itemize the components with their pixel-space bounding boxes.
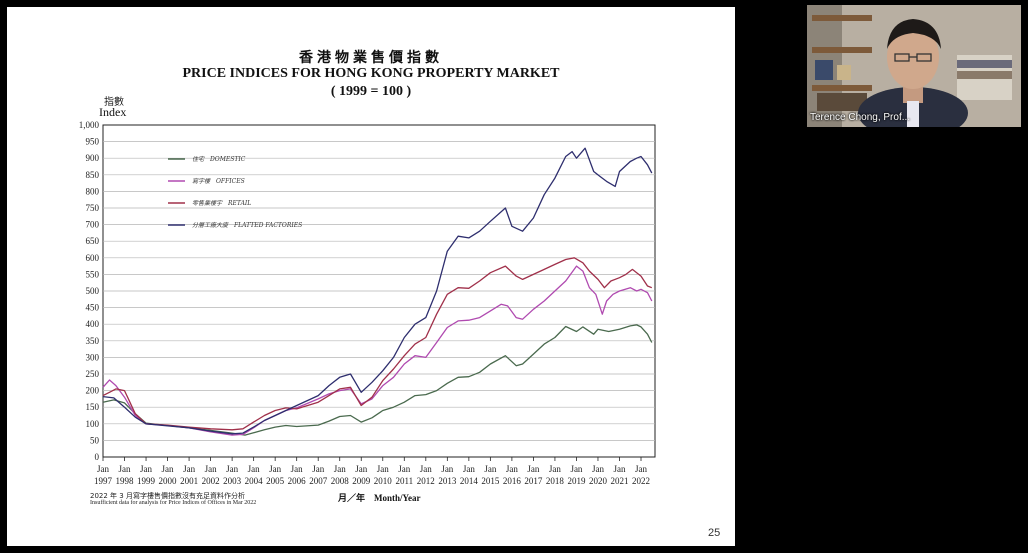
y-tick-label: 650 — [86, 236, 100, 246]
x-tick-label-year: 2008 — [331, 476, 350, 486]
x-tick-label-year: 2014 — [460, 476, 479, 486]
x-tick-label-year: 2006 — [288, 476, 307, 486]
x-tick-label-month: Jan — [205, 464, 217, 474]
y-tick-label: 50 — [90, 435, 100, 445]
x-tick-label-year: 2022 — [632, 476, 650, 486]
series-line-2 — [102, 257, 653, 431]
y-tick-label: 800 — [86, 186, 100, 196]
y-tick-label: 950 — [86, 137, 100, 147]
x-tick-label-year: 1999 — [137, 476, 156, 486]
x-tick-label-year: 2009 — [352, 476, 371, 486]
participant-video-feed — [807, 5, 1021, 127]
x-tick-label-year: 2002 — [202, 476, 220, 486]
series-line-3 — [102, 147, 653, 435]
x-tick-label-month: Jan — [162, 464, 174, 474]
x-tick-label-month: Jan — [635, 464, 647, 474]
legend-label-3: 分層工廠大廈 FLATTED FACTORIES — [192, 221, 302, 229]
y-tick-label: 400 — [86, 319, 100, 329]
y-tick-label: 150 — [86, 402, 100, 412]
x-tick-label-month: Jan — [119, 464, 131, 474]
x-tick-label-year: 2003 — [223, 476, 242, 486]
x-tick-label-month: Jan — [570, 464, 582, 474]
footnote-chinese: 2022 年 3 月寫字樓售價指數沒有充足資料作分析 — [90, 492, 245, 500]
y-tick-label: 100 — [86, 419, 100, 429]
x-tick-label-month: Jan — [441, 464, 453, 474]
y-tick-label: 200 — [86, 386, 100, 396]
y-tick-label: 600 — [86, 253, 100, 263]
x-tick-label-year: 2015 — [481, 476, 500, 486]
x-tick-label-month: Jan — [269, 464, 281, 474]
x-tick-label-year: 2013 — [438, 476, 457, 486]
x-tick-label-month: Jan — [291, 464, 303, 474]
price-index-line-chart: 0 50 100 150 200 250 300 350 400 450 500 550 600 650 7… — [79, 120, 656, 486]
x-tick-label-month: Jan — [420, 464, 432, 474]
x-tick-label-year: 2018 — [546, 476, 565, 486]
y-tick-label: 500 — [86, 286, 100, 296]
x-tick-label-year: 2001 — [180, 476, 198, 486]
y-tick-label: 550 — [86, 269, 100, 279]
y-tick-label: 700 — [86, 220, 100, 230]
x-tick-label-month: Jan — [97, 464, 109, 474]
x-tick-label-year: 2005 — [266, 476, 285, 486]
x-tick-label-month: Jan — [334, 464, 346, 474]
y-axis-label-english: Index — [99, 105, 127, 119]
y-tick-label: 750 — [86, 203, 100, 213]
x-axis-label: 月／年 Month/Year — [338, 493, 421, 503]
x-tick-label-year: 2000 — [159, 476, 178, 486]
x-tick-label-month: Jan — [140, 464, 152, 474]
x-tick-label-year: 1998 — [116, 476, 135, 486]
x-tick-label-month: Jan — [312, 464, 324, 474]
legend-label-1: 寫字樓 OFFICES — [192, 177, 245, 185]
presentation-slide: 香港物業售價指數 PRICE INDICES FOR HONG KONG PRO… — [7, 7, 735, 546]
x-tick-label-month: Jan — [226, 464, 238, 474]
footnote-english: Insufficient data for analysis for Price… — [90, 500, 257, 506]
y-tick-label: 350 — [86, 336, 100, 346]
y-tick-label: 450 — [86, 303, 100, 313]
series-line-1 — [102, 265, 653, 436]
legend-label-2: 零售業樓宇 RETAIL — [192, 199, 251, 207]
x-tick-label-month: Jan — [484, 464, 496, 474]
x-tick-label-year: 2019 — [567, 476, 586, 486]
x-tick-label-year: 2010 — [374, 476, 393, 486]
y-tick-label: 900 — [86, 153, 100, 163]
y-tick-label: 0 — [95, 452, 100, 462]
x-tick-label-year: 1997 — [94, 476, 113, 486]
slide-page-number: 25 — [708, 527, 721, 539]
x-tick-label-month: Jan — [398, 464, 410, 474]
chart-title-english: PRICE INDICES FOR HONG KONG PROPERTY MAR… — [182, 66, 560, 81]
y-tick-label: 1,000 — [79, 120, 100, 130]
x-tick-label-month: Jan — [248, 464, 260, 474]
x-tick-label-year: 2021 — [610, 476, 628, 486]
x-tick-label-month: Jan — [506, 464, 518, 474]
y-tick-label: 850 — [86, 170, 100, 180]
x-tick-label-year: 2004 — [245, 476, 264, 486]
y-axis-label-chinese: 指數 — [104, 97, 124, 108]
participant-name-label: Terence Chong, Prof... — [810, 112, 911, 123]
x-tick-label-year: 2012 — [417, 476, 435, 486]
x-tick-label-month: Jan — [377, 464, 389, 474]
x-tick-label-month: Jan — [463, 464, 475, 474]
x-tick-label-month: Jan — [592, 464, 604, 474]
chart-base-note: ( 1999 = 100 ) — [330, 84, 412, 99]
x-tick-label-month: Jan — [613, 464, 625, 474]
x-tick-label-month: Jan — [549, 464, 561, 474]
x-tick-label-year: 2007 — [309, 476, 328, 486]
x-tick-label-year: 2020 — [589, 476, 608, 486]
legend-label-0: 住宅 DOMESTIC — [192, 155, 246, 163]
x-tick-label-year: 2011 — [395, 476, 413, 486]
x-tick-label-year: 2017 — [524, 476, 543, 486]
x-tick-label-month: Jan — [527, 464, 539, 474]
chart-title-chinese: 香港物業售價指數 — [299, 50, 443, 66]
x-tick-label-year: 2016 — [503, 476, 522, 486]
y-tick-label: 300 — [86, 352, 100, 362]
participant-video-tile[interactable]: Terence Chong, Prof... — [807, 5, 1021, 127]
x-tick-label-month: Jan — [355, 464, 367, 474]
x-tick-label-month: Jan — [183, 464, 195, 474]
y-tick-label: 250 — [86, 369, 100, 379]
